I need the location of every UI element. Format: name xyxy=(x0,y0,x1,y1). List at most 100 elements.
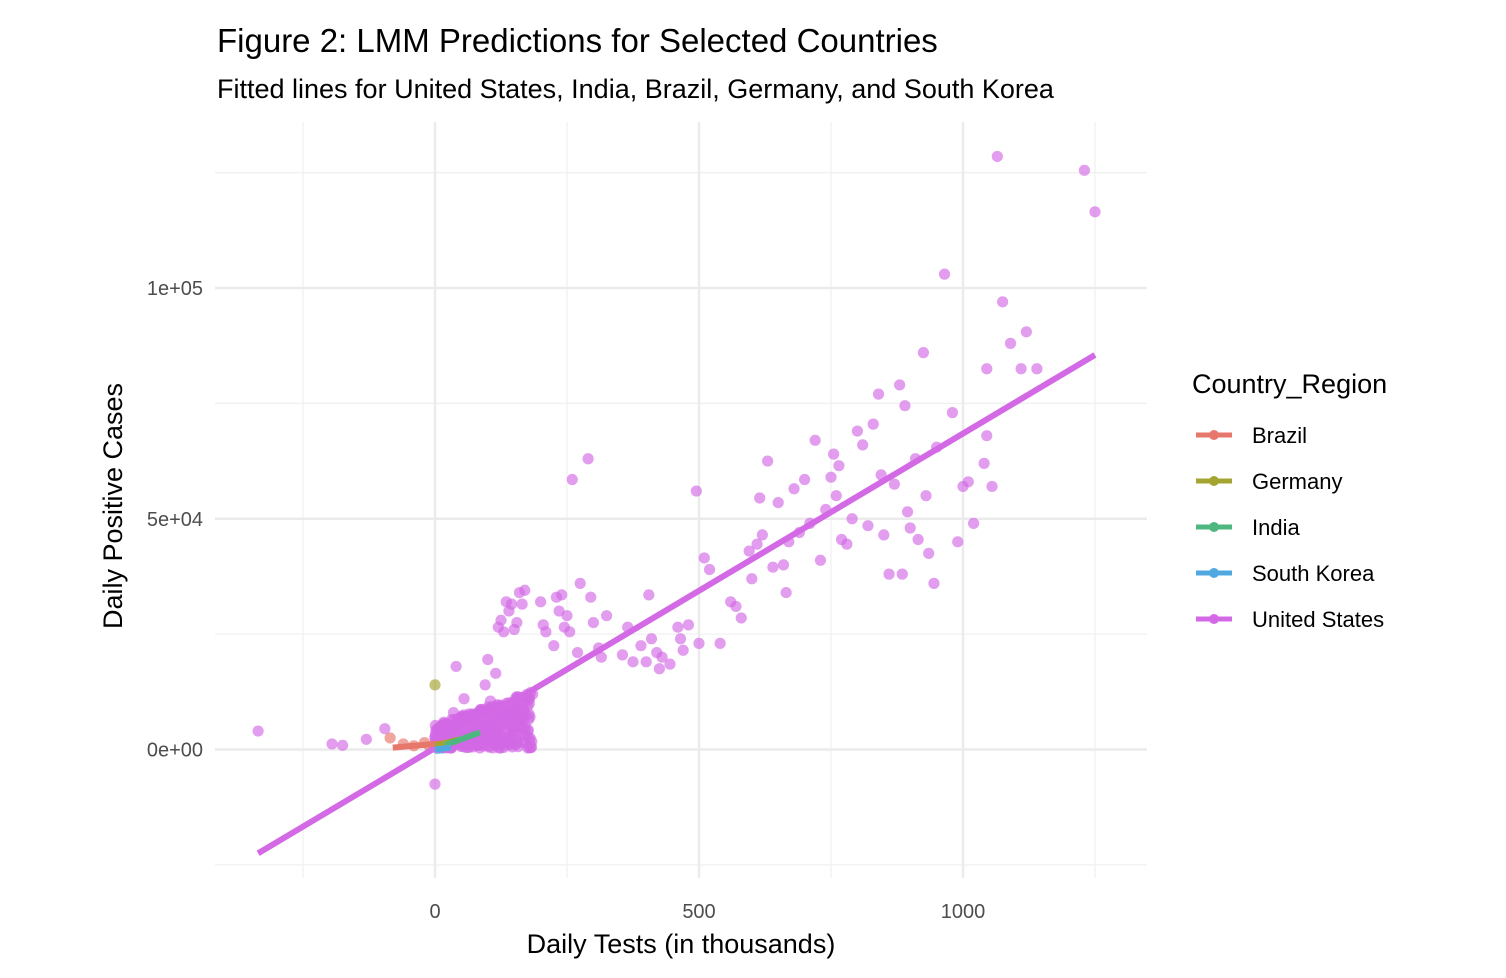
data-point xyxy=(862,520,874,532)
data-point xyxy=(635,640,647,652)
data-point xyxy=(714,637,726,649)
data-point xyxy=(830,490,842,502)
data-point xyxy=(452,714,464,726)
data-point xyxy=(698,552,710,564)
fit-line-united-states xyxy=(256,352,1097,856)
legend-label: Germany xyxy=(1252,469,1342,494)
data-point xyxy=(986,480,998,493)
data-point xyxy=(463,741,475,754)
fitted-lines xyxy=(256,352,1097,856)
data-point xyxy=(899,400,911,412)
data-point xyxy=(535,596,547,608)
data-point xyxy=(595,651,607,663)
data-point xyxy=(809,434,821,446)
data-point xyxy=(1089,206,1101,218)
data-point xyxy=(326,738,338,750)
data-points xyxy=(252,150,1101,790)
data-point xyxy=(883,568,895,580)
data-point xyxy=(703,563,716,576)
data-point xyxy=(379,723,391,735)
data-point xyxy=(566,473,578,486)
data-point xyxy=(888,478,900,490)
data-point xyxy=(878,529,890,541)
fit-line-south-korea xyxy=(434,744,452,753)
legend-key-point xyxy=(1209,430,1219,440)
data-point xyxy=(841,538,853,550)
data-point xyxy=(825,471,837,483)
x-tick-label: 1000 xyxy=(941,901,986,923)
data-point xyxy=(564,626,576,638)
data-point xyxy=(479,679,491,691)
x-tick-label: 0 xyxy=(429,901,440,923)
data-point xyxy=(1020,326,1032,338)
legend: Country_Region Brazil Germany India South K… xyxy=(1192,369,1387,632)
data-point xyxy=(616,649,629,661)
data-point xyxy=(743,545,755,557)
data-point xyxy=(846,513,858,525)
data-point xyxy=(482,653,494,666)
data-point xyxy=(799,473,811,486)
data-point xyxy=(498,626,510,638)
data-point xyxy=(751,538,763,550)
y-tick-label: 5e+04 xyxy=(147,509,203,531)
data-point xyxy=(474,706,486,718)
legend-label: South Korea xyxy=(1252,561,1375,586)
data-point xyxy=(777,559,790,571)
data-point xyxy=(867,418,879,430)
data-point xyxy=(516,598,528,610)
legend-title: Country_Region xyxy=(1192,369,1387,399)
data-point xyxy=(429,778,441,790)
data-point xyxy=(585,591,597,603)
data-point xyxy=(582,453,594,465)
data-point xyxy=(429,729,442,741)
grid-major xyxy=(215,122,1147,878)
y-axis-title: Daily Positive Cases xyxy=(98,383,128,629)
data-point xyxy=(788,483,800,495)
data-point xyxy=(952,536,964,548)
chart-title: Figure 2: LMM Predictions for Selected C… xyxy=(217,22,938,59)
data-point xyxy=(384,732,396,744)
data-point xyxy=(515,710,527,722)
data-point xyxy=(735,612,747,624)
data-point xyxy=(746,573,758,585)
data-point xyxy=(518,723,531,735)
data-point xyxy=(653,663,666,675)
data-point xyxy=(981,363,993,375)
data-point xyxy=(904,522,916,534)
data-point xyxy=(991,150,1003,163)
x-axis-ticks: 0 500 1000 xyxy=(429,901,985,923)
data-point xyxy=(1015,363,1027,375)
data-point xyxy=(767,561,779,573)
data-point xyxy=(601,610,613,622)
data-point xyxy=(780,586,792,599)
data-point xyxy=(540,626,552,638)
data-point xyxy=(505,598,518,610)
data-point xyxy=(833,460,845,472)
data-point xyxy=(664,658,676,670)
fit-line-india xyxy=(444,729,481,748)
legend-key-point xyxy=(1209,522,1219,532)
legend-label: United States xyxy=(1252,607,1384,632)
data-point xyxy=(754,492,766,504)
data-point xyxy=(690,485,702,497)
y-tick-label: 1e+05 xyxy=(147,278,203,300)
data-point xyxy=(682,619,695,631)
data-point xyxy=(574,577,586,589)
data-point xyxy=(511,616,523,629)
data-point xyxy=(672,621,684,633)
data-point xyxy=(762,455,774,467)
data-point xyxy=(1078,164,1091,176)
data-point xyxy=(938,268,951,280)
data-point xyxy=(923,547,935,559)
data-point xyxy=(360,733,372,745)
data-point xyxy=(548,640,560,652)
data-point xyxy=(252,725,264,737)
data-point xyxy=(978,457,990,469)
data-point xyxy=(772,496,784,509)
data-point xyxy=(519,584,531,596)
data-point xyxy=(814,554,827,566)
y-tick-label: 0e+00 xyxy=(147,740,203,762)
legend-label: Brazil xyxy=(1252,423,1307,448)
data-point xyxy=(450,660,462,673)
data-point xyxy=(643,589,655,601)
